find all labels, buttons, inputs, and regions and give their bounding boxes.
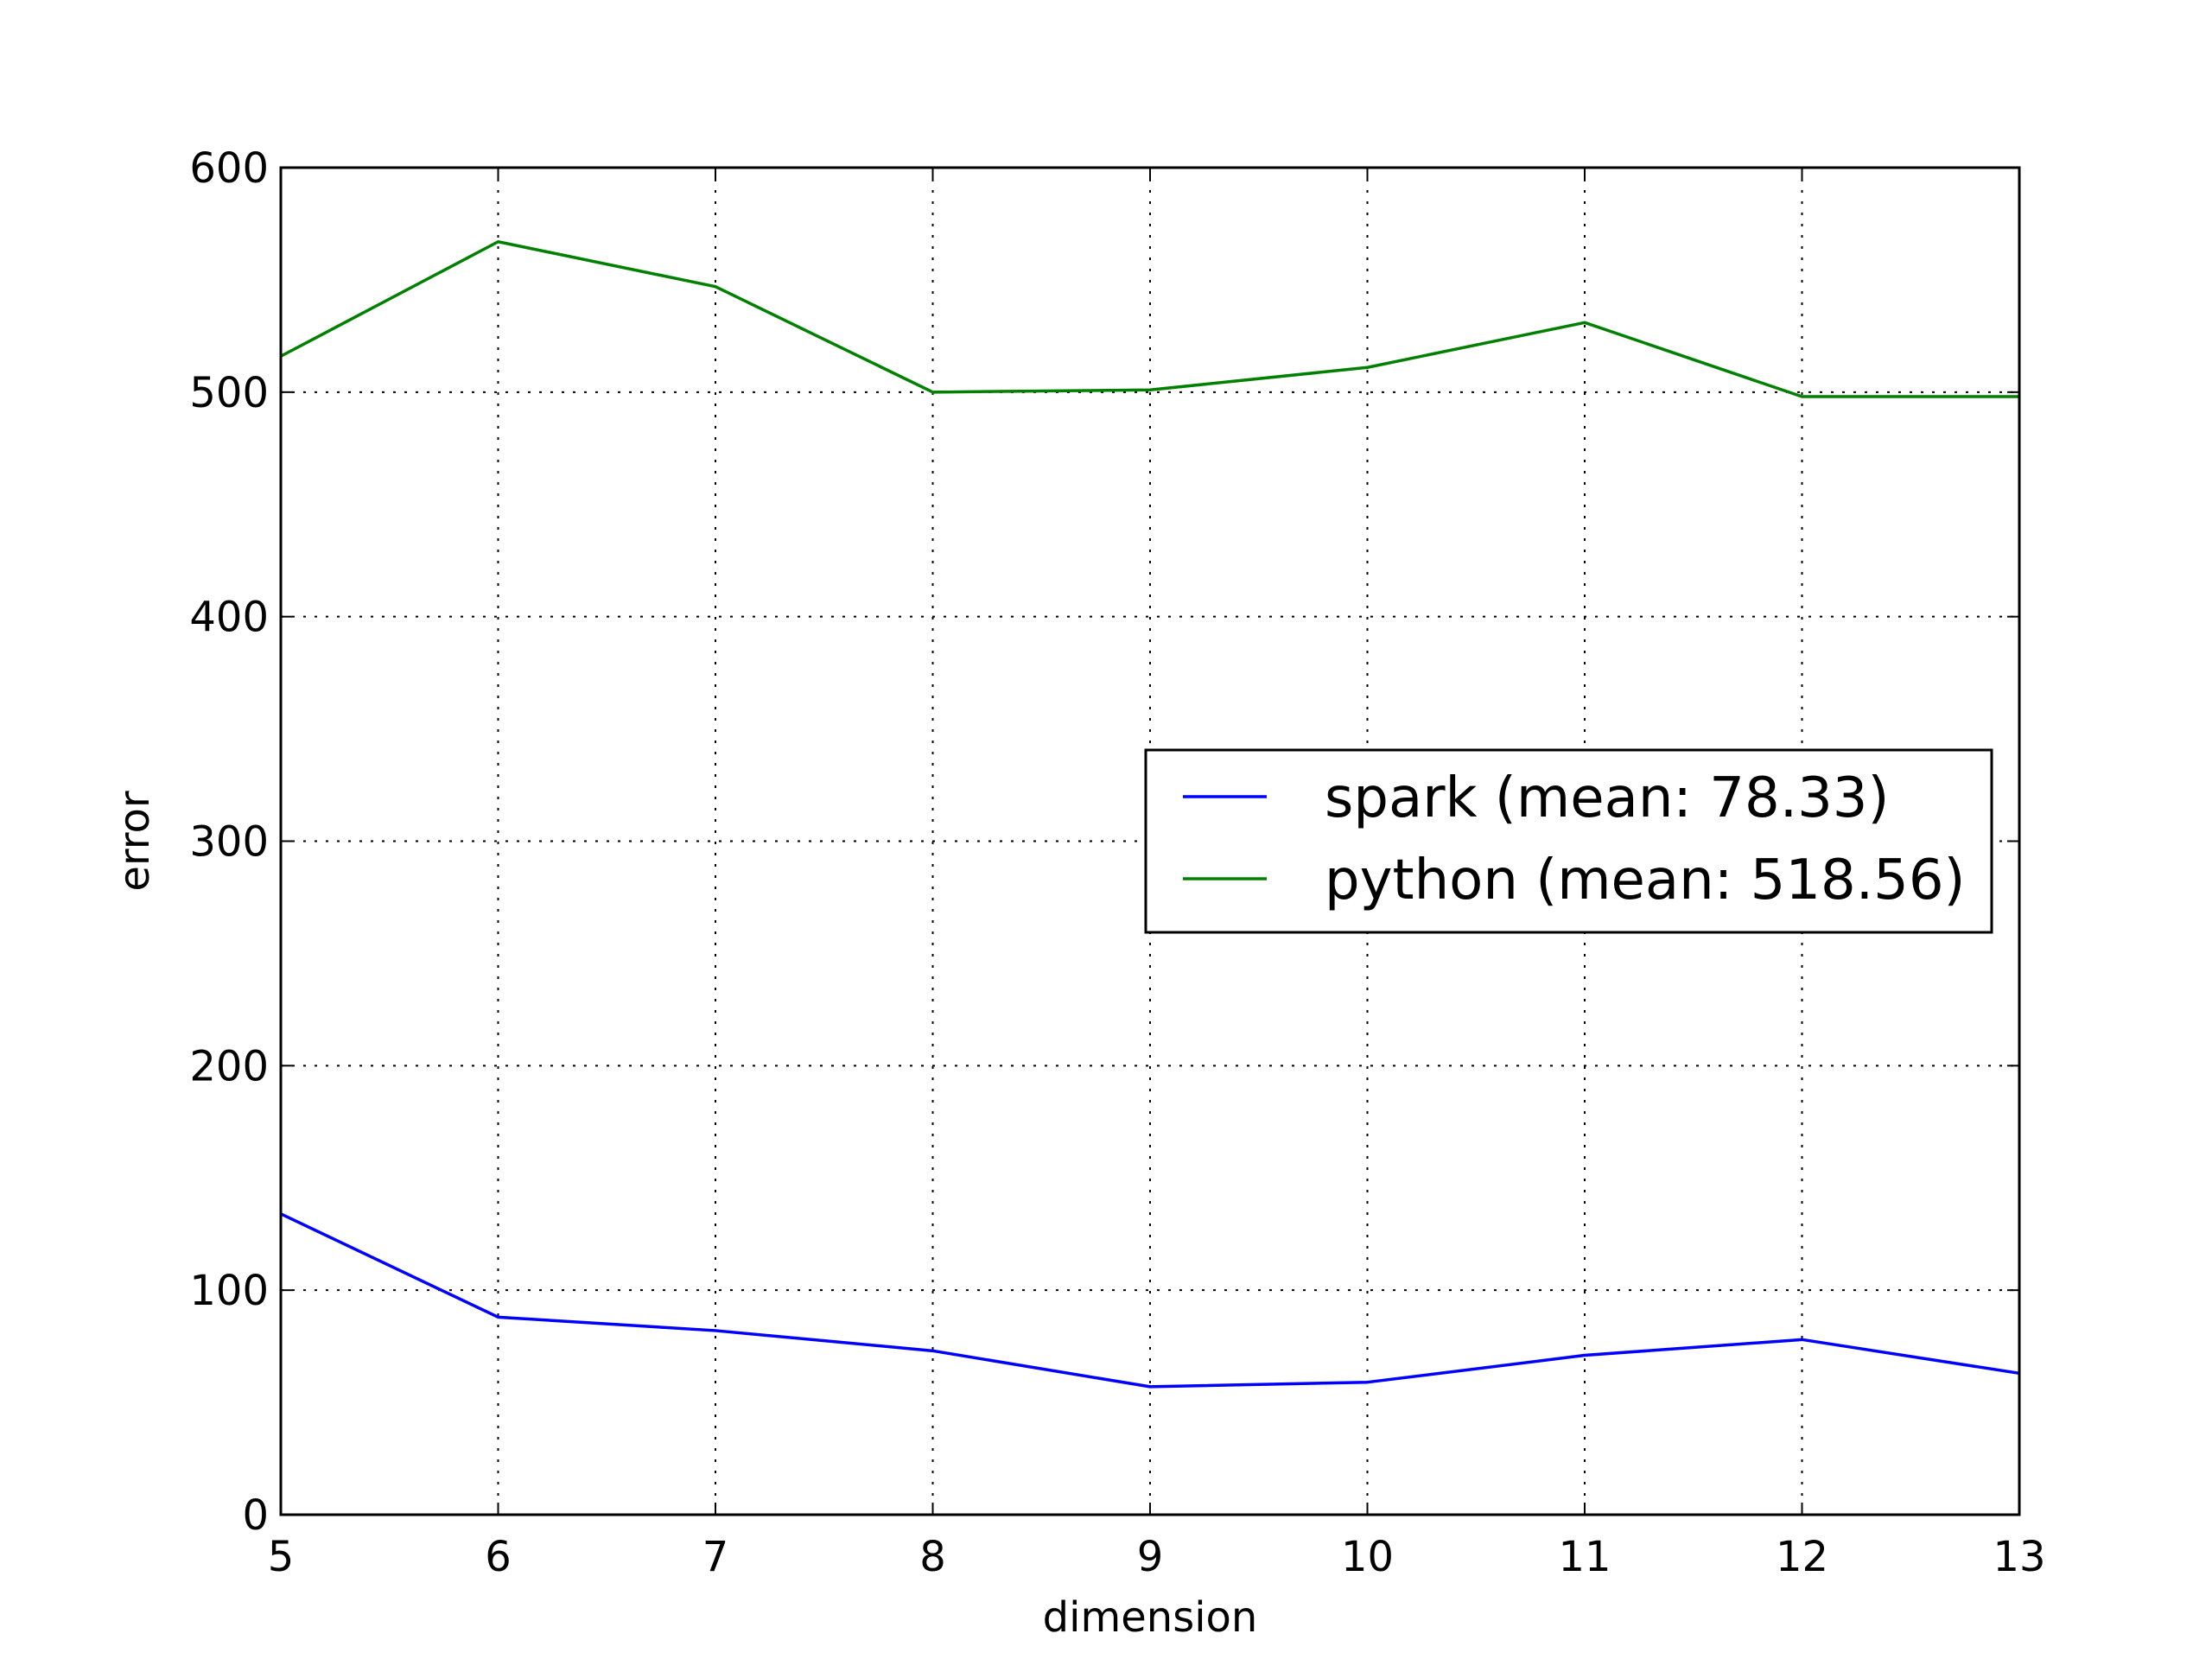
legend-box [1144, 748, 1993, 934]
legend-label-python: python (mean: 518.56) [1325, 849, 1966, 912]
series-lines [280, 239, 2020, 1389]
y-tick-label-500: 500 [189, 369, 269, 417]
x-axis-label: dimension [1043, 1593, 1258, 1642]
x-tick-label-8: 8 [919, 1533, 946, 1581]
series-line-python [280, 239, 2019, 398]
y-axis-label: error [111, 791, 159, 891]
ticks [280, 167, 2020, 1516]
y-tick-label-600: 600 [189, 144, 269, 193]
y-tick-label-0: 0 [242, 1491, 269, 1540]
y-tick-labels: 0 100 200 300 400 500 600 [189, 144, 269, 1540]
y-tick-label-300: 300 [189, 818, 269, 867]
y-tick-label-200: 200 [189, 1042, 269, 1090]
x-tick-label-11: 11 [1558, 1533, 1611, 1581]
series-line-spark [280, 1212, 2020, 1389]
y-tick-label-400: 400 [189, 594, 269, 642]
x-tick-labels: 5 6 7 8 9 10 11 12 13 [268, 1533, 2046, 1581]
x-tick-label-13: 13 [1993, 1533, 2045, 1581]
legend-label-spark: spark (mean: 78.33) [1325, 766, 1889, 830]
x-tick-label-7: 7 [702, 1533, 729, 1581]
x-tick-label-6: 6 [485, 1533, 512, 1581]
x-tick-label-5: 5 [268, 1533, 295, 1581]
x-tick-label-9: 9 [1137, 1533, 1164, 1581]
legend: spark (mean: 78.33) python (mean: 518.56… [1144, 748, 1993, 934]
x-tick-label-12: 12 [1776, 1533, 1828, 1581]
y-tick-label-100: 100 [189, 1267, 269, 1315]
x-tick-label-10: 10 [1341, 1533, 1394, 1581]
